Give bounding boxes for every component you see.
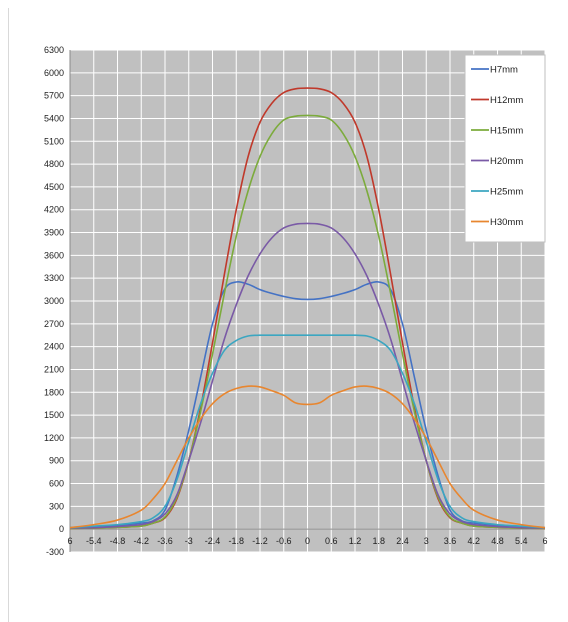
y-tick-label: 300	[49, 501, 64, 511]
x-tick-label: 0.6	[325, 536, 338, 546]
legend: H7mm H12mm H15mm H20mm H25mm H30mm	[464, 54, 546, 243]
x-tick-label: 6	[67, 536, 72, 546]
y-tick-label: 5100	[44, 136, 64, 146]
y-tick-label: 5400	[44, 113, 64, 123]
y-tick-label: 2700	[44, 319, 64, 329]
y-tick-label: 6000	[44, 68, 64, 78]
legend-label: H25mm	[490, 187, 523, 198]
series-line-h20mm	[69, 222, 546, 529]
y-tick-label: 4500	[44, 182, 64, 192]
x-tick-label: -0.6	[276, 536, 292, 546]
x-tick-label: -1.8	[228, 536, 244, 546]
x-tick-label: -5.4	[86, 536, 102, 546]
legend-label: H30mm	[490, 217, 523, 228]
legend-box	[464, 54, 546, 243]
x-tick-label: 0	[305, 536, 310, 546]
series-line-h15mm	[69, 114, 546, 530]
y-tick-label: 3900	[44, 228, 64, 238]
y-tick-label: 1500	[44, 410, 64, 420]
y-tick-label: 3000	[44, 296, 64, 306]
x-tick-label: -1.2	[252, 536, 268, 546]
y-tick-label: 2400	[44, 342, 64, 352]
frame-border	[8, 8, 9, 622]
y-tick-label: 3300	[44, 273, 64, 283]
x-tick-label: 4.2	[467, 536, 480, 546]
y-tick-label: 900	[49, 456, 64, 466]
gridlines	[69, 49, 546, 553]
y-tick-label: 0	[59, 524, 64, 534]
y-tick-label: -300	[46, 547, 64, 557]
x-tick-label: 5.4	[515, 536, 528, 546]
x-tick-label: 1.8	[372, 536, 385, 546]
x-tick-label: 2.4	[396, 536, 409, 546]
x-tick-label: -3.6	[157, 536, 173, 546]
x-tick-label: 3	[424, 536, 429, 546]
x-tick-label: -2.4	[205, 536, 221, 546]
x-tick-label: -3	[185, 536, 193, 546]
x-tick-label: -4.8	[110, 536, 126, 546]
y-tick-label: 4200	[44, 205, 64, 215]
y-tick-label: 6300	[44, 45, 64, 55]
y-axis-ticks: -300 0 300 600 900 1200 1500 1800 2100 2400 2700 30…	[44, 45, 64, 557]
legend-label: H7mm	[490, 65, 518, 76]
y-tick-label: 1200	[44, 433, 64, 443]
x-tick-label: -4.2	[133, 536, 149, 546]
legend-label: H12mm	[490, 95, 523, 106]
x-tick-label: 3.6	[444, 536, 457, 546]
x-tick-label: 6	[542, 536, 547, 546]
series-line-h30mm	[69, 385, 546, 529]
series-line-h25mm	[69, 334, 546, 529]
legend-label: H15mm	[490, 126, 523, 137]
y-tick-label: 1800	[44, 387, 64, 397]
y-tick-label: 2100	[44, 364, 64, 374]
y-tick-label: 4800	[44, 159, 64, 169]
legend-label: H20mm	[490, 156, 523, 167]
y-tick-label: 600	[49, 479, 64, 489]
series-lines	[69, 87, 546, 530]
x-axis-ticks: 6 -5.4 -4.8 -4.2 -3.6 -3 -2.4 -1.8 -1.2 -0.6 0 0.6 1…	[67, 536, 547, 546]
y-tick-label: 3600	[44, 250, 64, 260]
x-tick-label: 4.8	[491, 536, 504, 546]
y-tick-label: 5700	[44, 91, 64, 101]
x-tick-label: 1.2	[349, 536, 362, 546]
